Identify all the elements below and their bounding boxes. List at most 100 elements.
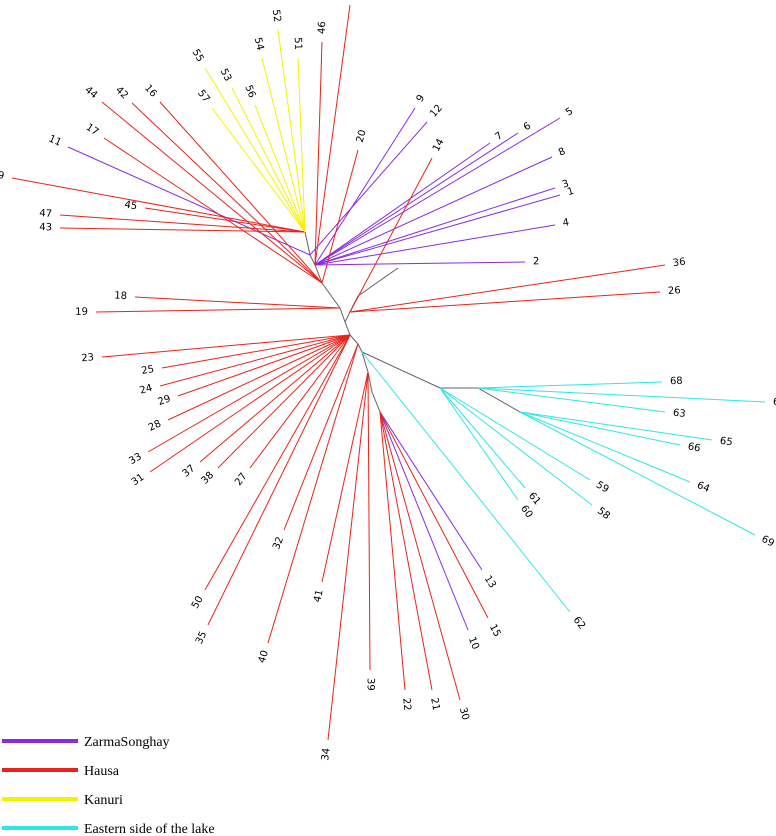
internal-branch (477, 387, 521, 413)
leaf-branch-34 (327, 371, 369, 741)
leaf-branch-61 (439, 387, 526, 489)
leaf-label-12: 12 (428, 103, 445, 120)
leaf-branch-33 (147, 334, 351, 453)
leaf-branch-35 (207, 334, 351, 626)
legend-label: Kanuri (84, 793, 123, 808)
leaf-label-39: 39 (365, 678, 376, 691)
internal-branch (371, 391, 381, 413)
internal-branch (309, 254, 316, 266)
leaf-label-44: 44 (82, 85, 99, 102)
leaf-label-41: 41 (312, 589, 325, 604)
internal-branch (367, 371, 373, 393)
internal-branch (339, 307, 346, 323)
leaf-label-8: 8 (557, 146, 567, 159)
leaf-label-54: 54 (252, 37, 266, 52)
leaf-branch-51 (297, 57, 306, 233)
leaf-label-11: 11 (47, 134, 63, 149)
leaf-branch-63 (477, 387, 666, 413)
leaf-label-67: 67 (773, 397, 776, 409)
leaf-branch-37 (199, 334, 351, 463)
leaf-branch-9 (314, 107, 416, 266)
leaf-branch-1 (314, 194, 561, 266)
leaf-branch-50 (204, 334, 351, 591)
legend-label: Eastern side of the lake (84, 822, 215, 836)
leaf-label-69: 69 (760, 534, 776, 550)
leaf-branch-64 (519, 411, 691, 483)
leaf-label-63: 63 (672, 408, 686, 421)
leaf-label-32: 32 (271, 535, 286, 551)
leaf-label-66: 66 (687, 441, 702, 454)
leaf-label-2: 2 (533, 256, 540, 267)
legend-entry-eastern: Eastern side of the lake (2, 822, 215, 836)
leaf-label-19: 19 (75, 307, 88, 318)
leaf-branch-60 (439, 387, 519, 501)
leaf-label-29: 29 (157, 394, 173, 409)
leaf-branch-10 (379, 411, 469, 631)
leaf-label-17: 17 (84, 122, 101, 138)
leaf-branch-41 (321, 371, 369, 583)
leaf-branch-66 (519, 411, 681, 446)
leaf-branch-68 (477, 381, 663, 389)
internal-branch (349, 334, 359, 345)
legend-entry-kanuri: Kanuri (2, 793, 123, 808)
leaf-label-37: 37 (181, 463, 198, 480)
leaf-label-45: 45 (124, 199, 138, 212)
internal-branch (357, 343, 363, 353)
leaf-label-43: 43 (39, 222, 52, 233)
leaf-label-56: 56 (242, 84, 257, 100)
leaf-branch-12 (309, 121, 428, 256)
leaf-label-40: 40 (257, 649, 271, 664)
leaf-branch-23 (101, 334, 351, 358)
leaf-label-16: 16 (142, 83, 159, 100)
leaf-branch-20 (321, 149, 359, 284)
internal-branch (361, 351, 441, 389)
leaf-branch-11 (67, 146, 311, 256)
leaf-label-6: 6 (522, 121, 533, 134)
leaf-label-42: 42 (113, 85, 130, 102)
leaf-branch-62 (361, 351, 571, 613)
leaf-branch-58 (439, 387, 593, 506)
leaf-label-28: 28 (147, 418, 163, 433)
leaf-labels: 1234567891011121314151617181920212223242… (0, 9, 776, 761)
leaf-branch-28 (167, 334, 351, 421)
internal-branch (344, 321, 351, 336)
leaf-branch-26 (349, 291, 661, 313)
leaf-branch-21 (379, 411, 433, 691)
legend-entry-zarmasonghay: ZarmaSonghay (2, 735, 170, 750)
leaf-label-14: 14 (431, 137, 447, 153)
legend: ZarmaSonghay Hausa Kanuri Eastern side of t… (2, 735, 215, 836)
leaf-branch-22 (379, 411, 406, 691)
leaf-branch-42 (131, 102, 323, 284)
leaf-label-24: 24 (139, 383, 154, 397)
internal-branches (304, 231, 521, 413)
legend-entry-hausa: Hausa (2, 764, 120, 779)
leaf-branch-29 (177, 334, 351, 397)
leaf-label-60: 60 (518, 503, 534, 520)
leaf-branch-25 (161, 334, 351, 369)
leaf-label-65: 65 (719, 436, 733, 449)
leaf-branch-27 (249, 334, 351, 469)
leaf-branch-32 (283, 343, 359, 531)
leaf-label-51: 51 (292, 37, 304, 50)
leaf-label-3: 3 (561, 178, 570, 190)
leaf-label-64: 64 (695, 480, 711, 495)
leaf-branch-39 (367, 371, 371, 671)
internal-branch (357, 281, 379, 297)
leaf-label-47: 47 (39, 208, 52, 220)
leaf-label-49: 49 (0, 169, 5, 182)
leaf-label-1: 1 (566, 186, 575, 198)
internal-branch (361, 351, 369, 373)
leaf-branches (11, 4, 766, 741)
leaf-branch-57 (211, 107, 306, 233)
leaf-label-46: 46 (317, 21, 328, 34)
leaf-label-53: 53 (218, 67, 234, 83)
leaf-label-62: 62 (571, 615, 588, 632)
leaf-label-7: 7 (493, 130, 505, 143)
leaf-label-36: 36 (672, 256, 686, 269)
leaf-branch-38 (217, 334, 351, 469)
leaf-label-10: 10 (466, 635, 481, 651)
leaf-branch-54 (261, 57, 306, 233)
leaf-branch-69 (519, 411, 756, 536)
leaf-branch-15 (379, 411, 489, 619)
